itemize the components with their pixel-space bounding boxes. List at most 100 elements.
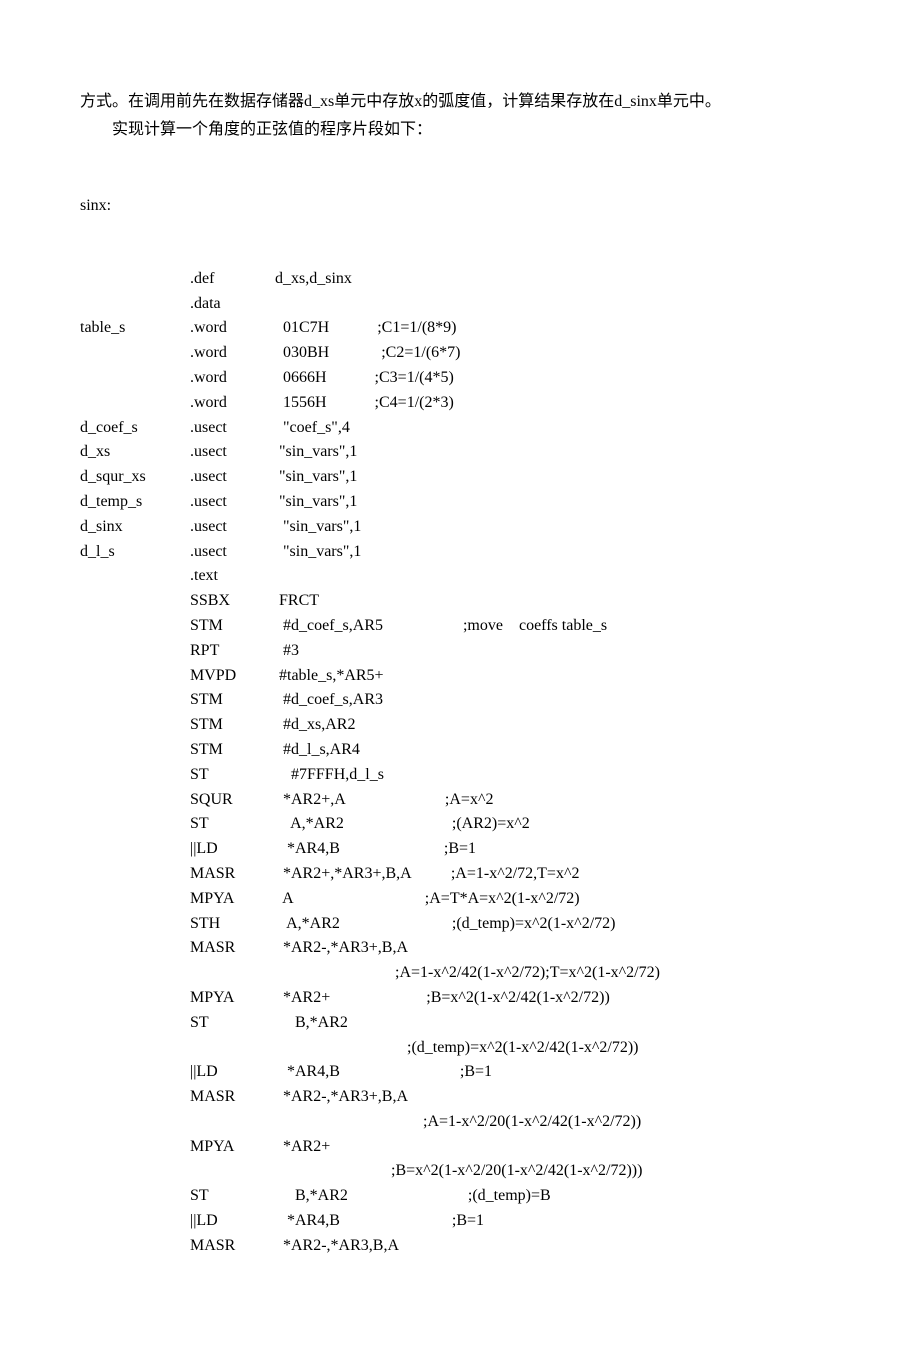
code-label (80, 961, 190, 986)
code-operand: 0666H ;C3=1/(4*5) (275, 366, 840, 391)
code-operand: *AR2+,*AR3+,B,A ;A=1-x^2/72,T=x^2 (275, 862, 840, 887)
code-directive (190, 1159, 275, 1184)
code-label (80, 688, 190, 713)
code-label (80, 1234, 190, 1259)
code-label (80, 738, 190, 763)
code-operand: *AR2-,*AR3,B,A (275, 1234, 840, 1259)
code-line: ;B=x^2(1-x^2/20(1-x^2/42(1-x^2/72))) (80, 1159, 840, 1184)
code-line: ;(d_temp)=x^2(1-x^2/42(1-x^2/72)) (80, 1036, 840, 1061)
code-label (80, 1184, 190, 1209)
code-line: MVPD #table_s,*AR5+ (80, 664, 840, 689)
code-directive: .word (190, 341, 275, 366)
document-page: 方式。在调用前先在数据存储器d_xs单元中存放x的弧度值，计算结果存放在d_si… (0, 0, 920, 1367)
code-line: .data (80, 292, 840, 317)
code-listing: sinx: .defd_xs,d_sinx.datatable_s.word 0… (80, 146, 840, 1307)
code-operand: A ;A=T*A=x^2(1-x^2/72) (275, 887, 840, 912)
code-operand: "sin_vars",1 (275, 540, 840, 565)
code-label (80, 267, 190, 292)
code-line: ST B,*AR2 ;(d_temp)=B (80, 1184, 840, 1209)
code-operand: "coef_s",4 (275, 416, 840, 441)
code-operand: *AR4,B ;B=1 (275, 837, 840, 862)
code-line: .word 1556H ;C4=1/(2*3) (80, 391, 840, 416)
code-operand: ;(d_temp)=x^2(1-x^2/42(1-x^2/72)) (275, 1036, 840, 1061)
code-line: MASR *AR2-,*AR3,B,A (80, 1234, 840, 1259)
code-label (80, 713, 190, 738)
code-label: d_l_s (80, 540, 190, 565)
code-label (80, 589, 190, 614)
code-label (80, 639, 190, 664)
code-directive: STM (190, 738, 275, 763)
code-label (80, 391, 190, 416)
code-directive: STM (190, 713, 275, 738)
code-line: d_l_s.usect "sin_vars",1 (80, 540, 840, 565)
code-operand: "sin_vars",1 (275, 490, 840, 515)
code-label (80, 1159, 190, 1184)
code-label (80, 1060, 190, 1085)
code-operand: #d_coef_s,AR3 (275, 688, 840, 713)
code-directive: ||LD (190, 837, 275, 862)
code-directive: RPT (190, 639, 275, 664)
code-line: RPT #3 (80, 639, 840, 664)
intro-paragraph-2: 实现计算一个角度的正弦值的程序片段如下： (80, 118, 840, 142)
code-label (80, 837, 190, 862)
code-label (80, 1135, 190, 1160)
code-operand: "sin_vars",1 (275, 440, 840, 465)
code-line: d_temp_s.usect "sin_vars",1 (80, 490, 840, 515)
code-line: ||LD *AR4,B ;B=1 (80, 837, 840, 862)
code-label: d_temp_s (80, 490, 190, 515)
code-label (80, 862, 190, 887)
code-operand: *AR2-,*AR3+,B,A (275, 936, 840, 961)
code-directive (190, 961, 275, 986)
code-line: ||LD *AR4,B ;B=1 (80, 1209, 840, 1234)
code-label: d_coef_s (80, 416, 190, 441)
code-operand: *AR2+,A ;A=x^2 (275, 788, 840, 813)
code-line: STM #d_l_s,AR4 (80, 738, 840, 763)
code-operand: B,*AR2 (275, 1011, 840, 1036)
code-directive: .data (190, 292, 275, 317)
code-line: MPYA A ;A=T*A=x^2(1-x^2/72) (80, 887, 840, 912)
code-directive: ||LD (190, 1060, 275, 1085)
code-operand: 030BH ;C2=1/(6*7) (275, 341, 840, 366)
code-label (80, 763, 190, 788)
code-label (80, 564, 190, 589)
code-line: MASR *AR2-,*AR3+,B,A (80, 936, 840, 961)
code-operand: A,*AR2 ;(d_temp)=x^2(1-x^2/72) (275, 912, 840, 937)
code-label (80, 788, 190, 813)
code-line: STM #d_coef_s,AR5 ;move coeffs table_s (80, 614, 840, 639)
code-line: .word 0666H ;C3=1/(4*5) (80, 366, 840, 391)
code-label: d_xs (80, 440, 190, 465)
code-line: d_coef_s.usect "coef_s",4 (80, 416, 840, 441)
code-line: MPYA *AR2+ ;B=x^2(1-x^2/42(1-x^2/72)) (80, 986, 840, 1011)
code-operand: *AR2-,*AR3+,B,A (275, 1085, 840, 1110)
label-sinx: sinx: (80, 194, 840, 219)
code-directive: MASR (190, 862, 275, 887)
code-directive: .def (190, 267, 275, 292)
code-directive: STM (190, 614, 275, 639)
code-directive: ST (190, 812, 275, 837)
code-operand: #d_coef_s,AR5 ;move coeffs table_s (275, 614, 840, 639)
code-directive (190, 1036, 275, 1061)
code-line: MPYA *AR2+ (80, 1135, 840, 1160)
code-directive: MPYA (190, 986, 275, 1011)
code-operand: #7FFFH,d_l_s (275, 763, 840, 788)
code-label (80, 1085, 190, 1110)
code-directive: .usect (190, 416, 275, 441)
code-line: STM #d_coef_s,AR3 (80, 688, 840, 713)
code-operand: 01C7H ;C1=1/(8*9) (275, 316, 840, 341)
code-label (80, 912, 190, 937)
code-line: .word 030BH ;C2=1/(6*7) (80, 341, 840, 366)
code-line: d_xs.usect "sin_vars",1 (80, 440, 840, 465)
code-line: SSBX FRCT (80, 589, 840, 614)
code-directive: .usect (190, 540, 275, 565)
code-line: STH A,*AR2 ;(d_temp)=x^2(1-x^2/72) (80, 912, 840, 937)
code-directive: MPYA (190, 1135, 275, 1160)
code-line: ST #7FFFH,d_l_s (80, 763, 840, 788)
code-operand: *AR4,B ;B=1 (275, 1209, 840, 1234)
code-directive: .usect (190, 465, 275, 490)
code-label (80, 614, 190, 639)
code-label (80, 1110, 190, 1135)
code-operand: FRCT (275, 589, 840, 614)
code-directive: MASR (190, 1085, 275, 1110)
code-label (80, 986, 190, 1011)
code-label (80, 812, 190, 837)
